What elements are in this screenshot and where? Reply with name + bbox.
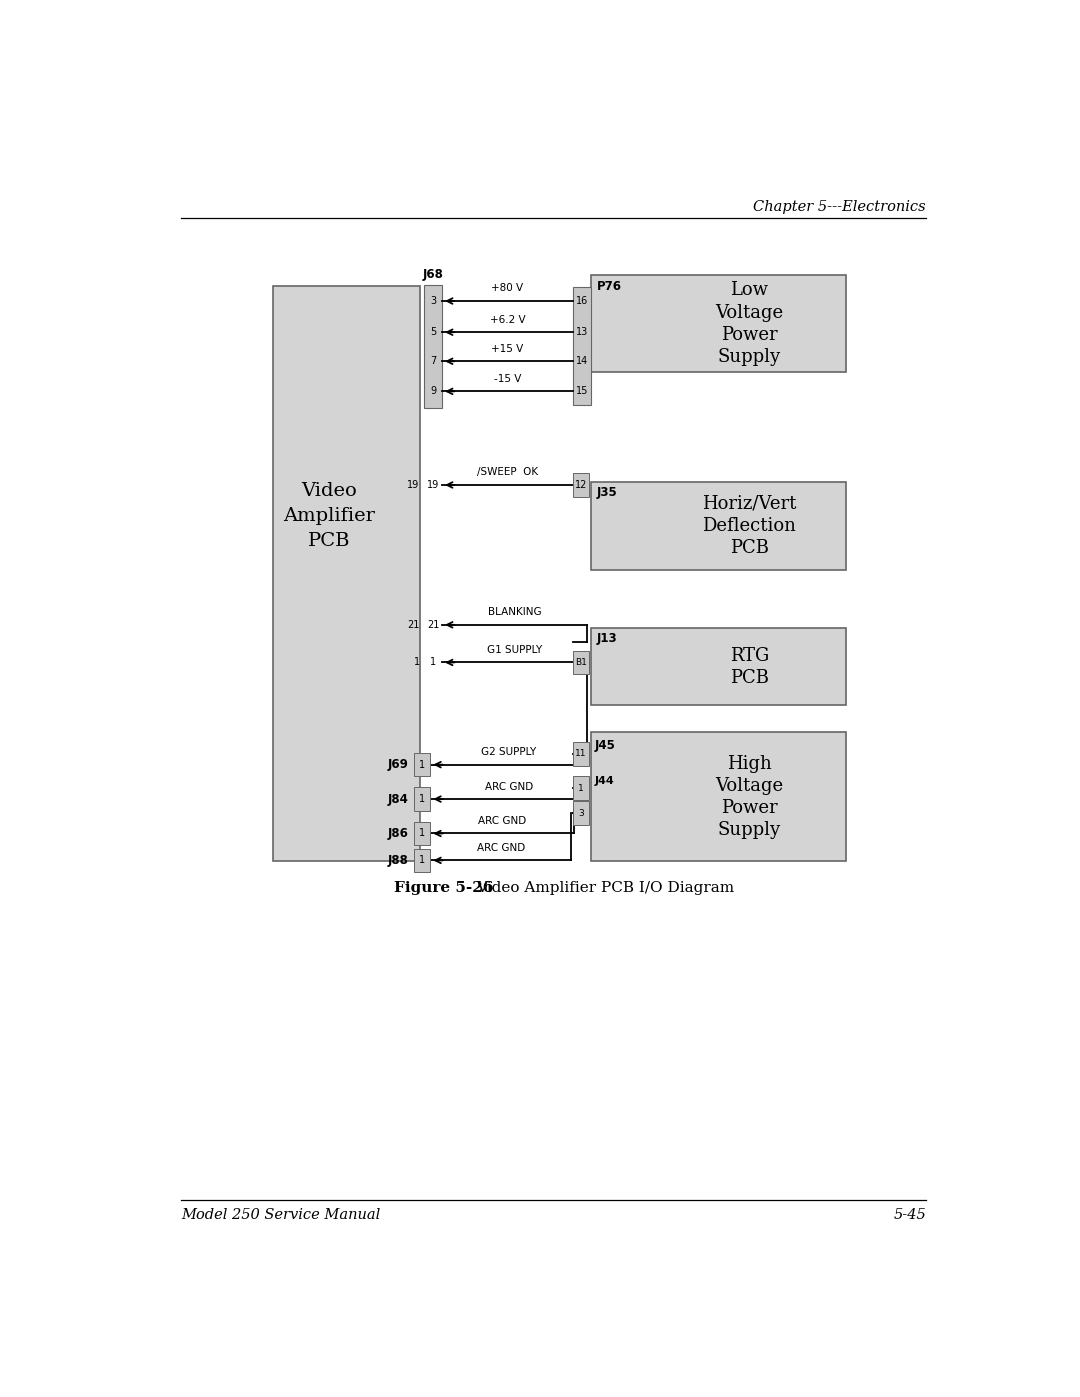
- Bar: [414, 753, 431, 777]
- Text: 19: 19: [407, 481, 419, 490]
- Bar: [572, 651, 590, 675]
- Text: P76: P76: [597, 279, 622, 292]
- Text: ARC GND: ARC GND: [485, 781, 532, 792]
- Text: Model 250 Service Manual: Model 250 Service Manual: [181, 1208, 380, 1222]
- Text: J86: J86: [388, 827, 408, 840]
- Text: 21: 21: [407, 620, 419, 630]
- Text: G1 SUPPLY: G1 SUPPLY: [487, 645, 542, 655]
- Text: +80 V: +80 V: [491, 284, 524, 293]
- Text: 5: 5: [430, 327, 436, 337]
- Bar: [591, 732, 847, 862]
- Text: RTG
PCB: RTG PCB: [730, 647, 769, 687]
- Bar: [572, 286, 591, 405]
- Text: J44: J44: [594, 777, 615, 787]
- Text: 1: 1: [430, 658, 436, 668]
- Text: ARC GND: ARC GND: [478, 816, 527, 826]
- Text: +15 V: +15 V: [491, 344, 524, 353]
- Text: ARC GND: ARC GND: [476, 842, 525, 852]
- Text: 9: 9: [430, 387, 436, 397]
- Text: G2 SUPPLY: G2 SUPPLY: [481, 747, 537, 757]
- Text: 16: 16: [576, 296, 589, 306]
- Text: High
Voltage
Power
Supply: High Voltage Power Supply: [715, 754, 783, 840]
- Text: 1: 1: [419, 760, 426, 770]
- Text: J84: J84: [388, 792, 408, 806]
- Text: /SWEEP  OK: /SWEEP OK: [477, 468, 538, 478]
- Text: J88: J88: [388, 854, 408, 868]
- Text: +6.2 V: +6.2 V: [489, 314, 525, 324]
- Text: J68: J68: [422, 268, 444, 281]
- Text: 21: 21: [427, 620, 440, 630]
- Bar: [572, 802, 590, 824]
- Text: 12: 12: [575, 481, 588, 490]
- Text: 13: 13: [576, 327, 589, 337]
- Text: 3: 3: [430, 296, 436, 306]
- Text: Horiz/Vert
Deflection
PCB: Horiz/Vert Deflection PCB: [702, 495, 797, 557]
- Text: J13: J13: [597, 633, 618, 645]
- Text: 1: 1: [419, 793, 426, 805]
- Bar: [414, 788, 431, 810]
- Text: Video Amplifier PCB I/O Diagram: Video Amplifier PCB I/O Diagram: [475, 882, 733, 895]
- Bar: [591, 629, 847, 705]
- Bar: [591, 275, 847, 372]
- Text: 7: 7: [430, 356, 436, 366]
- Bar: [591, 482, 847, 570]
- Text: 1: 1: [414, 658, 419, 668]
- Text: -15 V: -15 V: [494, 374, 522, 384]
- Bar: [414, 821, 431, 845]
- Text: BLANKING: BLANKING: [488, 608, 541, 617]
- Text: 11: 11: [576, 749, 586, 759]
- Text: Low
Voltage
Power
Supply: Low Voltage Power Supply: [715, 281, 783, 366]
- Text: 14: 14: [576, 356, 589, 366]
- Bar: [572, 742, 590, 766]
- Bar: [423, 285, 442, 408]
- Bar: [273, 286, 419, 862]
- Text: J69: J69: [388, 759, 408, 771]
- Text: 1: 1: [578, 784, 584, 793]
- Text: 3: 3: [578, 809, 584, 817]
- Text: 1: 1: [419, 828, 426, 838]
- Text: 5-45: 5-45: [893, 1208, 926, 1222]
- Text: 1: 1: [419, 855, 426, 865]
- Text: B1: B1: [576, 658, 588, 666]
- Bar: [572, 474, 590, 497]
- Text: Figure 5-26: Figure 5-26: [394, 882, 494, 895]
- Text: J45: J45: [594, 739, 616, 752]
- Text: Chapter 5---Electronics: Chapter 5---Electronics: [754, 200, 926, 214]
- Text: 19: 19: [427, 481, 440, 490]
- Text: J35: J35: [597, 486, 618, 499]
- Bar: [414, 848, 431, 872]
- Bar: [572, 777, 590, 800]
- Text: Video
Amplifier
PCB: Video Amplifier PCB: [283, 482, 375, 550]
- Text: 15: 15: [576, 387, 589, 397]
